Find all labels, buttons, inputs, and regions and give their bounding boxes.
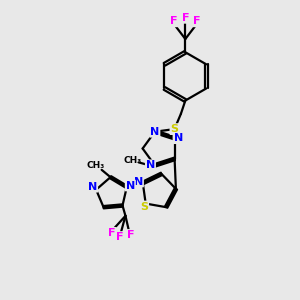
Text: N: N: [88, 182, 97, 192]
Text: N: N: [173, 133, 183, 143]
Text: F: F: [194, 16, 201, 26]
Text: CH₃: CH₃: [86, 161, 104, 170]
Text: N: N: [134, 176, 143, 187]
Text: S: S: [140, 202, 148, 212]
Text: F: F: [182, 13, 189, 23]
Text: N: N: [146, 160, 155, 170]
Text: S: S: [170, 124, 178, 134]
Text: N: N: [126, 181, 135, 190]
Text: F: F: [170, 16, 177, 26]
Text: F: F: [109, 228, 116, 238]
Text: F: F: [116, 232, 124, 242]
Text: CH₃: CH₃: [124, 156, 142, 165]
Text: F: F: [127, 230, 134, 240]
Text: N: N: [150, 127, 160, 137]
